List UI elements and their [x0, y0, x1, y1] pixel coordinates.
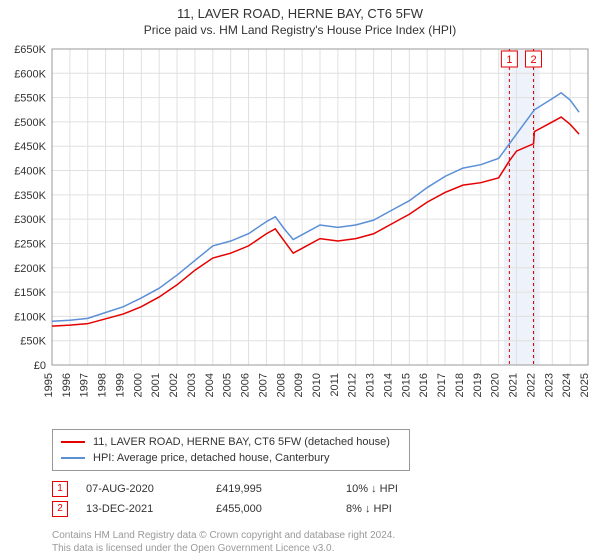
svg-text:£550K: £550K	[14, 93, 46, 105]
svg-text:£450K: £450K	[14, 141, 46, 153]
svg-text:2017: 2017	[436, 373, 448, 397]
svg-text:2000: 2000	[132, 373, 144, 397]
svg-text:2016: 2016	[418, 373, 430, 397]
svg-text:2014: 2014	[382, 373, 394, 397]
svg-text:2003: 2003	[186, 373, 198, 397]
legend-item: 11, LAVER ROAD, HERNE BAY, CT6 5FW (deta…	[61, 434, 401, 450]
svg-text:2007: 2007	[257, 373, 269, 397]
chart-container: 11, LAVER ROAD, HERNE BAY, CT6 5FW Price…	[0, 0, 600, 560]
legend-item: HPI: Average price, detached house, Cant…	[61, 450, 401, 466]
legend: 11, LAVER ROAD, HERNE BAY, CT6 5FW (deta…	[52, 429, 410, 471]
svg-text:2019: 2019	[472, 373, 484, 397]
footer-attribution: Contains HM Land Registry data © Crown c…	[52, 529, 600, 555]
svg-text:£100K: £100K	[14, 311, 46, 323]
svg-text:2023: 2023	[543, 373, 555, 397]
svg-text:£400K: £400K	[14, 166, 46, 178]
legend-label: HPI: Average price, detached house, Cant…	[93, 452, 329, 464]
svg-text:2025: 2025	[579, 373, 591, 397]
chart-subtitle: Price paid vs. HM Land Registry's House …	[0, 21, 600, 41]
svg-text:£250K: £250K	[14, 238, 46, 250]
svg-text:2005: 2005	[222, 373, 234, 397]
svg-text:£350K: £350K	[14, 190, 46, 202]
marker-delta: 10% ↓ HPI	[346, 483, 476, 495]
svg-text:£50K: £50K	[20, 336, 46, 348]
svg-text:£650K: £650K	[14, 44, 46, 56]
svg-text:2018: 2018	[454, 373, 466, 397]
svg-text:2012: 2012	[347, 373, 359, 397]
marker-badge: 2	[52, 501, 68, 517]
marker-price: £419,995	[216, 483, 346, 495]
svg-text:1999: 1999	[114, 373, 126, 397]
svg-text:2010: 2010	[311, 373, 323, 397]
svg-text:2015: 2015	[400, 373, 412, 397]
footer-line-2: This data is licensed under the Open Gov…	[52, 542, 600, 555]
svg-text:1998: 1998	[97, 373, 109, 397]
svg-text:£300K: £300K	[14, 214, 46, 226]
markers-table: 1 07-AUG-2020£419,99510% ↓ HPI 2 13-DEC-202…	[52, 479, 600, 519]
chart-title: 11, LAVER ROAD, HERNE BAY, CT6 5FW	[0, 0, 600, 21]
marker-row: 2 13-DEC-2021£455,0008% ↓ HPI	[52, 499, 600, 519]
svg-text:£600K: £600K	[14, 68, 46, 80]
marker-date: 13-DEC-2021	[86, 503, 216, 515]
svg-text:2013: 2013	[365, 373, 377, 397]
marker-date: 07-AUG-2020	[86, 483, 216, 495]
marker-price: £455,000	[216, 503, 346, 515]
svg-text:2022: 2022	[525, 373, 537, 397]
svg-text:£0: £0	[34, 360, 46, 372]
svg-text:£200K: £200K	[14, 263, 46, 275]
footer-line-1: Contains HM Land Registry data © Crown c…	[52, 529, 600, 542]
svg-text:2024: 2024	[561, 373, 573, 397]
svg-text:1997: 1997	[79, 373, 91, 397]
svg-text:2001: 2001	[150, 373, 162, 397]
marker-badge: 1	[52, 481, 68, 497]
svg-text:2021: 2021	[508, 373, 520, 397]
svg-text:2020: 2020	[490, 373, 502, 397]
chart-plot: £0 £50K £100K £150K £200K £250K £300K £350K £400…	[0, 41, 600, 421]
legend-swatch	[61, 441, 85, 443]
svg-text:£500K: £500K	[14, 117, 46, 129]
legend-label: 11, LAVER ROAD, HERNE BAY, CT6 5FW (deta…	[93, 436, 390, 448]
marker-row: 1 07-AUG-2020£419,99510% ↓ HPI	[52, 479, 600, 499]
svg-text:1996: 1996	[61, 373, 73, 397]
marker-delta: 8% ↓ HPI	[346, 503, 476, 515]
svg-text:2: 2	[530, 54, 536, 66]
svg-text:1995: 1995	[43, 373, 55, 397]
line-chart-svg: £0 £50K £100K £150K £200K £250K £300K £350K £400…	[0, 41, 600, 421]
svg-text:1: 1	[506, 54, 512, 66]
svg-text:2004: 2004	[204, 373, 216, 397]
svg-text:2008: 2008	[275, 373, 287, 397]
svg-text:2009: 2009	[293, 373, 305, 397]
svg-text:2011: 2011	[329, 373, 341, 397]
svg-text:2002: 2002	[168, 373, 180, 397]
legend-swatch	[61, 457, 85, 459]
svg-text:£150K: £150K	[14, 287, 46, 299]
svg-text:2006: 2006	[240, 373, 252, 397]
